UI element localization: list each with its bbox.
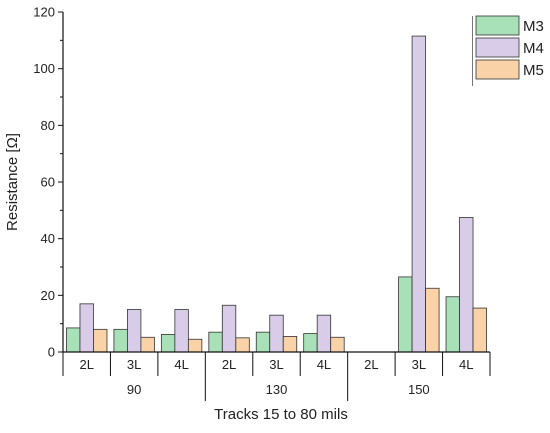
x-tick-label-0: 2L (79, 357, 93, 372)
bar-m4-7 (411, 35, 426, 353)
y-tick-label-60: 60 (41, 175, 55, 190)
bar-m4-1 (127, 309, 142, 353)
x-tick-label-7: 3L (412, 357, 426, 372)
y-tick-label-20: 20 (41, 288, 55, 303)
y-tick-label-40: 40 (41, 231, 55, 246)
y-tick-label-100: 100 (33, 61, 55, 76)
bar-m5-3 (235, 337, 250, 353)
bar-m3-1 (113, 328, 128, 353)
bar-m3-2 (160, 334, 176, 353)
bar-m5-0 (93, 328, 108, 353)
bar-m5-8 (472, 307, 487, 353)
x-tick-label-3: 2L (222, 357, 236, 372)
legend: M3 M4 M5 (472, 15, 544, 86)
bar-m3-0 (66, 327, 81, 353)
bar-m4-0 (79, 303, 94, 353)
x-axis-title: Tracks 15 to 80 mils (214, 406, 348, 423)
y-tick-label-120: 120 (33, 5, 55, 20)
bars-layer (66, 35, 487, 353)
legend-label-m5: M5 (523, 62, 544, 79)
bar-m4-5 (316, 314, 332, 353)
legend-swatch-m4 (475, 37, 520, 58)
group-label-150: 150 (408, 382, 430, 397)
bar-m5-5 (330, 336, 345, 353)
x-tick-label-8: 4L (459, 357, 473, 372)
legend-swatch-m3 (475, 15, 520, 36)
x-tick-label-1: 3L (127, 357, 141, 372)
bar-m5-2 (187, 338, 203, 353)
bar-m5-4 (282, 336, 298, 353)
x-tick-label-5: 4L (317, 357, 331, 372)
x-tick-label-6: 2L (364, 357, 378, 372)
bar-m5-7 (425, 287, 440, 353)
legend-label-m4: M4 (523, 40, 544, 57)
x-tick-label-4: 3L (269, 357, 283, 372)
bar-m3-7 (398, 276, 413, 353)
y-tick-label-80: 80 (41, 118, 55, 133)
group-label-90: 90 (127, 382, 141, 397)
ticks-layer: 0 20 40 60 80 100 120 2L 3L 4L 2L 3L 4L 2L 3L 4L 90 130 15… (33, 5, 491, 401)
bar-m5-1 (140, 336, 155, 353)
bar-m3-4 (255, 331, 271, 353)
y-axis-title: Resistance [Ω] (4, 133, 21, 231)
y-tick-label-0: 0 (48, 345, 55, 360)
bar-m4-2 (174, 309, 189, 353)
legend-swatch-m5 (475, 59, 520, 80)
x-tick-label-2: 4L (174, 357, 188, 372)
bar-m3-5 (303, 333, 318, 353)
bar-m4-4 (269, 314, 284, 353)
bar-m4-3 (221, 304, 237, 353)
group-label-130: 130 (266, 382, 288, 397)
bar-m3-3 (208, 331, 223, 353)
bar-m3-8 (445, 296, 460, 353)
legend-label-m3: M3 (523, 18, 544, 35)
bar-m4-8 (459, 217, 474, 353)
